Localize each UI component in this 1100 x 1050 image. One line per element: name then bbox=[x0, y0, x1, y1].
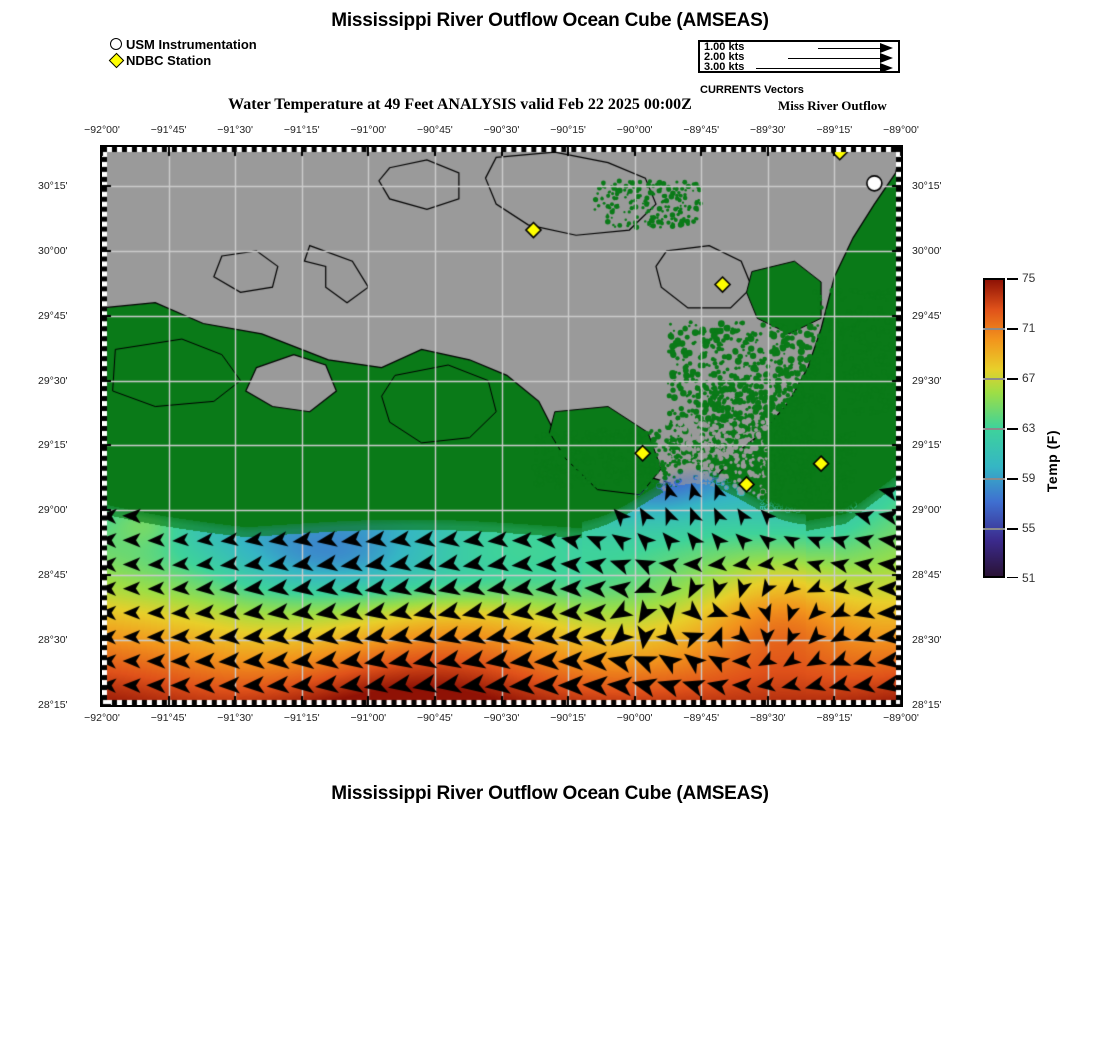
colorbar-tick-label: 63 bbox=[1022, 421, 1036, 435]
colorbar-segment-divider bbox=[983, 328, 1005, 330]
longitude-tick-label: −89°45' bbox=[683, 712, 720, 724]
longitude-tick-label: −90°30' bbox=[483, 124, 520, 136]
longitude-tick-label: −91°00' bbox=[350, 124, 387, 136]
colorbar-segment-divider bbox=[983, 428, 1005, 430]
colorbar: 75 71 67 63 59 55 51 bbox=[983, 271, 1035, 585]
longitude-tick-label: −91°15' bbox=[283, 124, 320, 136]
latitude-tick-label: 28°30' bbox=[38, 634, 68, 647]
legend-item-ndbc: NDBC Station bbox=[108, 52, 257, 68]
latitude-tick-label: 28°45' bbox=[912, 569, 942, 582]
longitude-axis-top: −92°00' −91°45' −91°30' −91°15' −91°00' −90°4… bbox=[0, 124, 1100, 138]
longitude-tick-label: −91°00' bbox=[350, 712, 387, 724]
vector-legend-label-3: 3.00 kts bbox=[704, 61, 745, 73]
currents-vector-legend: 1.00 kts 2.00 kts 3.00 kts bbox=[698, 40, 900, 73]
latitude-tick-label: 28°30' bbox=[912, 634, 942, 647]
longitude-tick-label: −91°30' bbox=[217, 712, 254, 724]
longitude-tick-label: −89°00' bbox=[883, 124, 919, 136]
longitude-tick-label: −91°45' bbox=[150, 124, 187, 136]
longitude-tick-label: −89°15' bbox=[816, 124, 853, 136]
currents-vector-caption: CURRENTS Vectors bbox=[700, 84, 804, 96]
latitude-tick-label: 29°30' bbox=[38, 374, 68, 387]
colorbar-title: Temp (F) bbox=[1044, 430, 1060, 493]
legend-label-ndbc: NDBC Station bbox=[126, 52, 212, 68]
colorbar-tick bbox=[1007, 576, 1018, 578]
map-plot-area[interactable] bbox=[100, 145, 903, 707]
vector-legend-row-1: 1.00 kts bbox=[700, 41, 898, 54]
longitude-tick-label: −90°30' bbox=[483, 712, 520, 724]
colorbar-tick-label: 67 bbox=[1022, 371, 1036, 385]
longitude-tick-label: −90°45' bbox=[417, 124, 453, 136]
latitude-tick-label: 28°15' bbox=[912, 699, 942, 711]
longitude-tick-label: −92°00' bbox=[84, 124, 120, 136]
longitude-tick-label: −90°45' bbox=[417, 712, 453, 724]
longitude-axis-bottom: −92°00' −91°45' −91°30' −91°15' −91°00' −90°4… bbox=[0, 712, 1100, 726]
vector-arrowhead-icon bbox=[880, 43, 893, 53]
latitude-tick-label: 28°15' bbox=[38, 699, 68, 711]
latitude-tick-label: 30°15' bbox=[38, 179, 68, 192]
vector-shaft-icon bbox=[788, 58, 880, 60]
map-subtitle: Water Temperature at 49 Feet ANALYSIS va… bbox=[228, 96, 692, 113]
longitude-tick-label: −89°30' bbox=[749, 712, 786, 724]
colorbar-tick bbox=[1007, 478, 1018, 480]
vector-legend-label-1: 1.00 kts bbox=[704, 41, 745, 53]
colorbar-segment-divider bbox=[983, 528, 1005, 530]
latitude-tick-label: 28°45' bbox=[38, 569, 68, 582]
latitude-tick-label: 29°45' bbox=[912, 309, 942, 322]
latitude-tick-label: 29°30' bbox=[912, 374, 942, 387]
legend-label-usm: USM Instrumentation bbox=[126, 36, 257, 52]
page-title-footer: Mississippi River Outflow Ocean Cube (AM… bbox=[331, 783, 769, 804]
longitude-tick-label: −89°45' bbox=[683, 124, 720, 136]
circle-marker-icon bbox=[110, 38, 122, 50]
colorbar-tick-label: 71 bbox=[1022, 321, 1036, 335]
colorbar-tick-label: 51 bbox=[1022, 571, 1036, 585]
colorbar-tick-label: 55 bbox=[1022, 521, 1036, 535]
vector-shaft-icon bbox=[818, 48, 880, 50]
vector-arrowhead-icon bbox=[880, 53, 893, 63]
longitude-tick-label: −89°30' bbox=[749, 124, 786, 136]
vector-arrowhead-icon bbox=[880, 63, 893, 73]
longitude-tick-label: −89°00' bbox=[883, 712, 919, 724]
longitude-tick-label: −91°45' bbox=[150, 712, 187, 724]
colorbar-tick bbox=[1007, 528, 1018, 530]
latitude-tick-label: 29°00' bbox=[38, 504, 68, 517]
longitude-tick-label: −90°15' bbox=[550, 712, 586, 724]
temperature-current-map[interactable] bbox=[102, 147, 901, 705]
longitude-tick-label: −92°00' bbox=[84, 712, 120, 724]
colorbar-tick-label: 59 bbox=[1022, 471, 1036, 485]
latitude-tick-label: 29°00' bbox=[912, 504, 942, 517]
legend-item-usm: USM Instrumentation bbox=[110, 36, 257, 52]
colorbar-tick-label: 75 bbox=[1022, 271, 1036, 285]
longitude-tick-label: −90°00' bbox=[616, 712, 653, 724]
latitude-tick-label: 29°15' bbox=[912, 439, 942, 452]
colorbar-segment-divider bbox=[983, 378, 1005, 380]
latitude-tick-label: 30°00' bbox=[912, 244, 942, 257]
latitude-tick-label: 29°15' bbox=[38, 439, 68, 452]
longitude-tick-label: −91°30' bbox=[217, 124, 254, 136]
colorbar-tick bbox=[1007, 328, 1018, 330]
longitude-tick-label: −89°15' bbox=[816, 712, 853, 724]
marker-legend: USM Instrumentation NDBC Station bbox=[108, 36, 257, 68]
latitude-tick-label: 29°45' bbox=[38, 309, 68, 322]
longitude-tick-label: −91°15' bbox=[283, 712, 320, 724]
map-subtitle-region: Miss River Outflow bbox=[778, 98, 887, 113]
page-title: Mississippi River Outflow Ocean Cube (AM… bbox=[331, 10, 769, 31]
colorbar-tick bbox=[1007, 428, 1018, 430]
latitude-tick-label: 30°00' bbox=[38, 244, 68, 257]
vector-shaft-icon bbox=[756, 68, 880, 70]
latitude-tick-label: 30°15' bbox=[912, 179, 942, 192]
colorbar-tick bbox=[1007, 378, 1018, 380]
colorbar-segment-divider bbox=[983, 478, 1005, 480]
diamond-marker-icon bbox=[108, 52, 124, 68]
vector-legend-label-2: 2.00 kts bbox=[704, 51, 745, 63]
longitude-tick-label: −90°15' bbox=[550, 124, 586, 136]
vector-legend-row-3: 3.00 kts bbox=[700, 61, 898, 74]
colorbar-tick bbox=[1007, 278, 1018, 280]
vector-legend-row-2: 2.00 kts bbox=[700, 51, 898, 64]
longitude-tick-label: −90°00' bbox=[616, 124, 653, 136]
